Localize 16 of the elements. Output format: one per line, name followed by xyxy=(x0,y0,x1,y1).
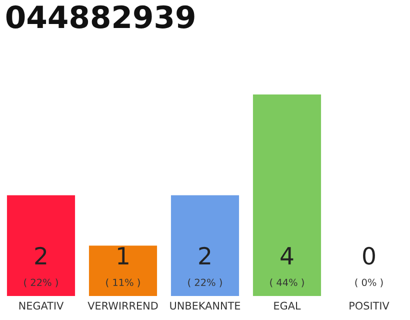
x-tick-label: NEGATIV xyxy=(19,302,64,310)
x-tick-label: POSITIV xyxy=(350,302,390,310)
annotation: ( 0% ) xyxy=(355,278,383,288)
annotation: ( 44% ) xyxy=(270,278,304,288)
x-tick-label: UNBEKANNTE xyxy=(170,302,240,310)
annotation: ( 11% ) xyxy=(106,278,140,288)
data-label: 2 xyxy=(35,246,46,264)
x-tick-label: VERWIRREND xyxy=(88,302,158,310)
data-label: 2 xyxy=(199,246,210,264)
chart-title: 044882939 xyxy=(6,5,194,28)
x-tick-label: EGAL xyxy=(274,302,301,310)
data-label: 4 xyxy=(280,247,294,264)
annotation: ( 22% ) xyxy=(24,278,58,288)
data-label: 1 xyxy=(118,247,128,264)
annotation: ( 22% ) xyxy=(188,278,222,288)
data-label: 0 xyxy=(363,246,375,265)
